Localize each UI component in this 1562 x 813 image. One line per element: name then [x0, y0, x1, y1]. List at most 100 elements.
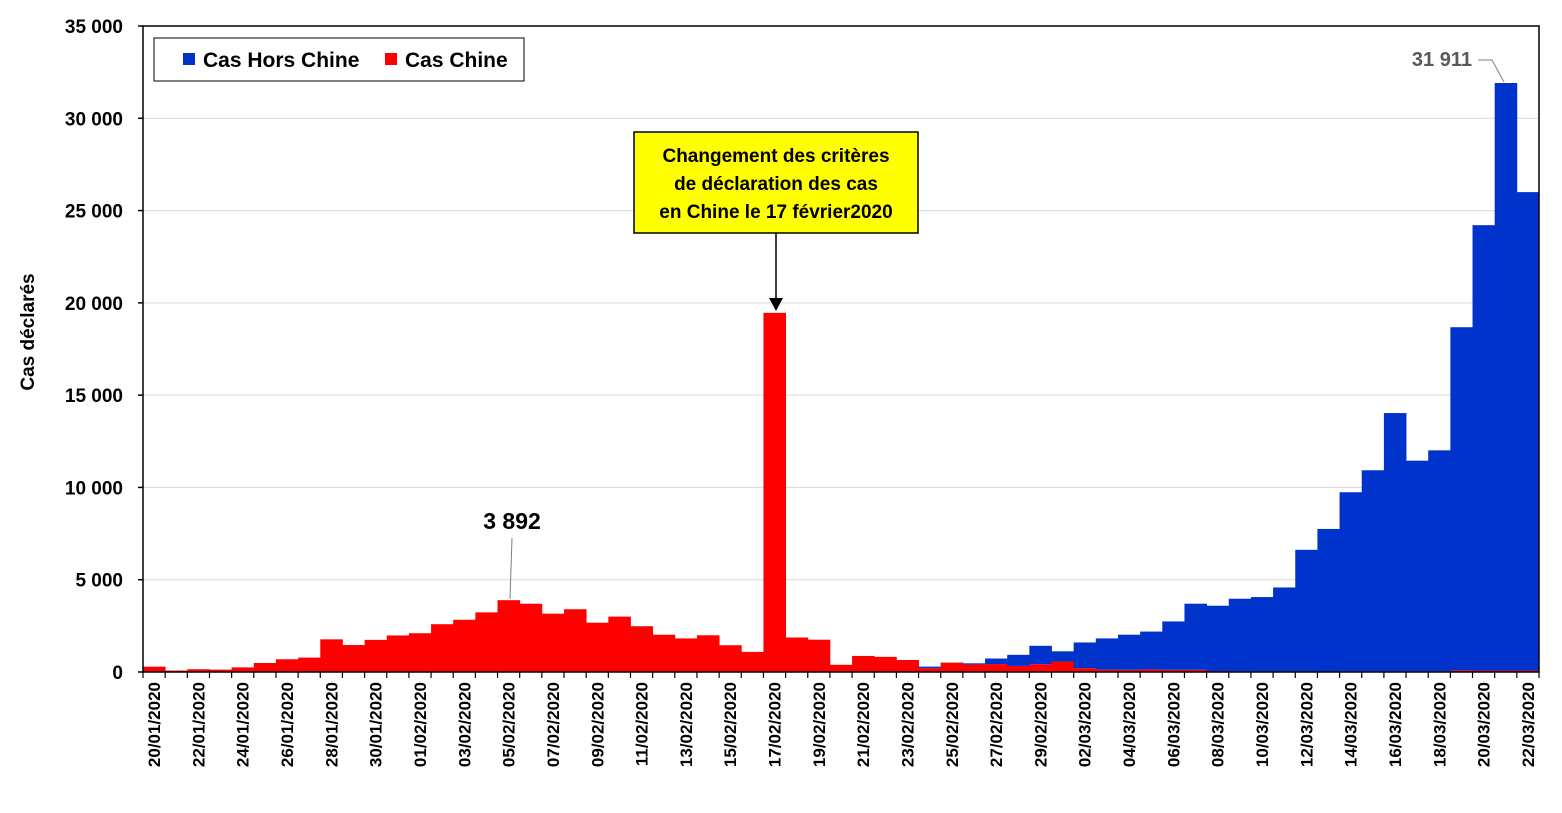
bar-cas-chine [741, 651, 764, 672]
bar-cas-chine [431, 624, 454, 672]
bar-cas-chine [320, 639, 343, 672]
bar-cas-chine [253, 662, 277, 672]
bar-cas-hors-chine [1295, 549, 1318, 672]
bar-cas-hors-chine [1383, 413, 1407, 672]
callout-line-1: Changement des critères [662, 146, 889, 167]
bar-cas-chine [874, 656, 897, 672]
bar-cas-chine [763, 312, 787, 672]
y-tick-label: 5 000 [75, 571, 123, 592]
bar-cas-hors-chine [1051, 651, 1075, 662]
bar-cas-hors-chine [1184, 603, 1208, 670]
x-tick-label: 13/02/2020 [677, 682, 696, 767]
x-tick-label: 22/01/2020 [189, 682, 208, 767]
bar-cas-hors-chine [1073, 642, 1097, 669]
bar-cas-chine [674, 638, 698, 672]
x-tick-label: 25/02/2020 [943, 682, 962, 767]
max-leader-line [1478, 59, 1505, 83]
bar-cas-chine [1073, 668, 1097, 672]
x-tick-label: 18/03/2020 [1430, 682, 1449, 767]
y-axis-label: Cas déclarés [18, 273, 39, 390]
bar-cas-chine [918, 668, 942, 672]
legend: Cas Hors Chine Cas Chine [153, 37, 525, 82]
bar-cas-hors-chine [962, 663, 986, 665]
callout-line-2: de déclaration des cas [674, 174, 878, 195]
bar-cas-chine [1117, 669, 1141, 672]
bar-cas-chine [586, 622, 609, 672]
y-axis-ticks: 0 5 000 10 000 15 000 20 000 25 000 30 000 35 0… [65, 17, 143, 684]
bar-cas-chine [630, 626, 654, 672]
x-tick-label: 15/02/2020 [721, 682, 740, 767]
bar-cas-chine [364, 639, 388, 672]
bar-cas-chine [1140, 669, 1163, 672]
bar-cas-chine [719, 645, 742, 672]
bar-cas-chine [896, 660, 919, 672]
x-tick-label: 04/03/2020 [1120, 682, 1139, 767]
legend-box [153, 37, 525, 82]
bar-cas-chine [1029, 664, 1052, 672]
x-tick-label: 03/02/2020 [455, 682, 474, 767]
max-label: 31 911 [1412, 49, 1472, 71]
bar-cas-chine [852, 655, 875, 672]
bar-cas-hors-chine [1250, 597, 1274, 672]
bar-cas-hors-chine [1206, 605, 1230, 672]
bars [143, 83, 1540, 672]
bar-cas-chine [564, 609, 587, 672]
x-tick-label: 17/02/2020 [766, 682, 785, 767]
bar-cas-hors-chine [1162, 621, 1185, 670]
bar-cas-chine [519, 603, 543, 672]
bar-cas-hors-chine [918, 666, 942, 669]
plot-area-frame [142, 25, 1540, 673]
bar-cas-chine [829, 664, 853, 672]
x-tick-label: 29/02/2020 [1031, 682, 1050, 767]
x-tick-label: 21/02/2020 [854, 682, 873, 767]
y-tick-label: 35 000 [65, 17, 123, 38]
bar-cas-chine [1007, 665, 1030, 672]
callout-line-3: en Chine le 17 février2020 [659, 202, 892, 223]
axes [142, 25, 1540, 673]
bar-cas-chine [541, 613, 565, 672]
x-tick-label: 27/02/2020 [987, 682, 1006, 767]
bar-cas-hors-chine [1317, 528, 1340, 672]
x-tick-label: 16/03/2020 [1386, 682, 1405, 767]
legend-swatch-cas-chine [385, 53, 397, 65]
bar-cas-chine [275, 659, 299, 672]
bar-cas-chine [298, 657, 321, 672]
bar-cas-chine [785, 637, 809, 672]
bar-cas-chine [608, 616, 631, 672]
y-tick-label: 0 [112, 663, 123, 684]
bar-cas-hors-chine [1406, 460, 1429, 672]
bar-cas-chine [1095, 669, 1119, 672]
bar-cas-chine [231, 667, 255, 672]
bar-cas-chine [696, 635, 720, 672]
bar-cas-chine [1162, 669, 1185, 672]
bar-cas-hors-chine [1472, 225, 1496, 671]
bar-cas-chine [1184, 669, 1208, 672]
x-tick-label: 09/02/2020 [588, 682, 607, 767]
bar-cas-chine [940, 662, 964, 672]
bar-cas-hors-chine [1273, 587, 1296, 672]
bar-cas-chine [1450, 670, 1473, 672]
bar-cas-chine [652, 634, 676, 672]
bar-cas-hors-chine [1494, 83, 1518, 671]
y-tick-label: 25 000 [65, 202, 123, 223]
bar-cas-chine [807, 639, 831, 672]
bar-cas-chine [453, 619, 476, 672]
x-tick-label: 12/03/2020 [1297, 682, 1316, 767]
x-tick-label: 06/03/2020 [1164, 682, 1183, 767]
bar-cas-hors-chine [1140, 631, 1163, 670]
x-tick-label: 07/02/2020 [544, 682, 563, 767]
bar-cas-hors-chine [1450, 327, 1473, 671]
bar-cas-hors-chine [1095, 638, 1119, 670]
bar-cas-hors-chine [1339, 492, 1363, 672]
gridlines [143, 25, 1539, 581]
peak-leader-line [509, 537, 513, 600]
peak-label: 3 892 [483, 508, 541, 534]
bar-cas-hors-chine [1007, 654, 1030, 666]
y-tick-label: 10 000 [65, 478, 123, 499]
bar-cas-chine [475, 612, 498, 672]
y-tick-label: 30 000 [65, 109, 123, 130]
bar-cas-chine [187, 669, 210, 672]
bar-cas-chine [408, 633, 432, 672]
x-tick-label: 05/02/2020 [500, 682, 519, 767]
